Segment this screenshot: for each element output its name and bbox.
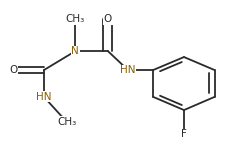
Text: N: N (71, 46, 79, 56)
Text: O: O (10, 65, 18, 75)
Text: CH₃: CH₃ (66, 14, 84, 24)
Text: HN: HN (120, 65, 135, 75)
Text: HN: HN (36, 92, 52, 102)
Text: O: O (104, 14, 112, 24)
Text: CH₃: CH₃ (57, 117, 76, 127)
Text: F: F (180, 129, 186, 139)
